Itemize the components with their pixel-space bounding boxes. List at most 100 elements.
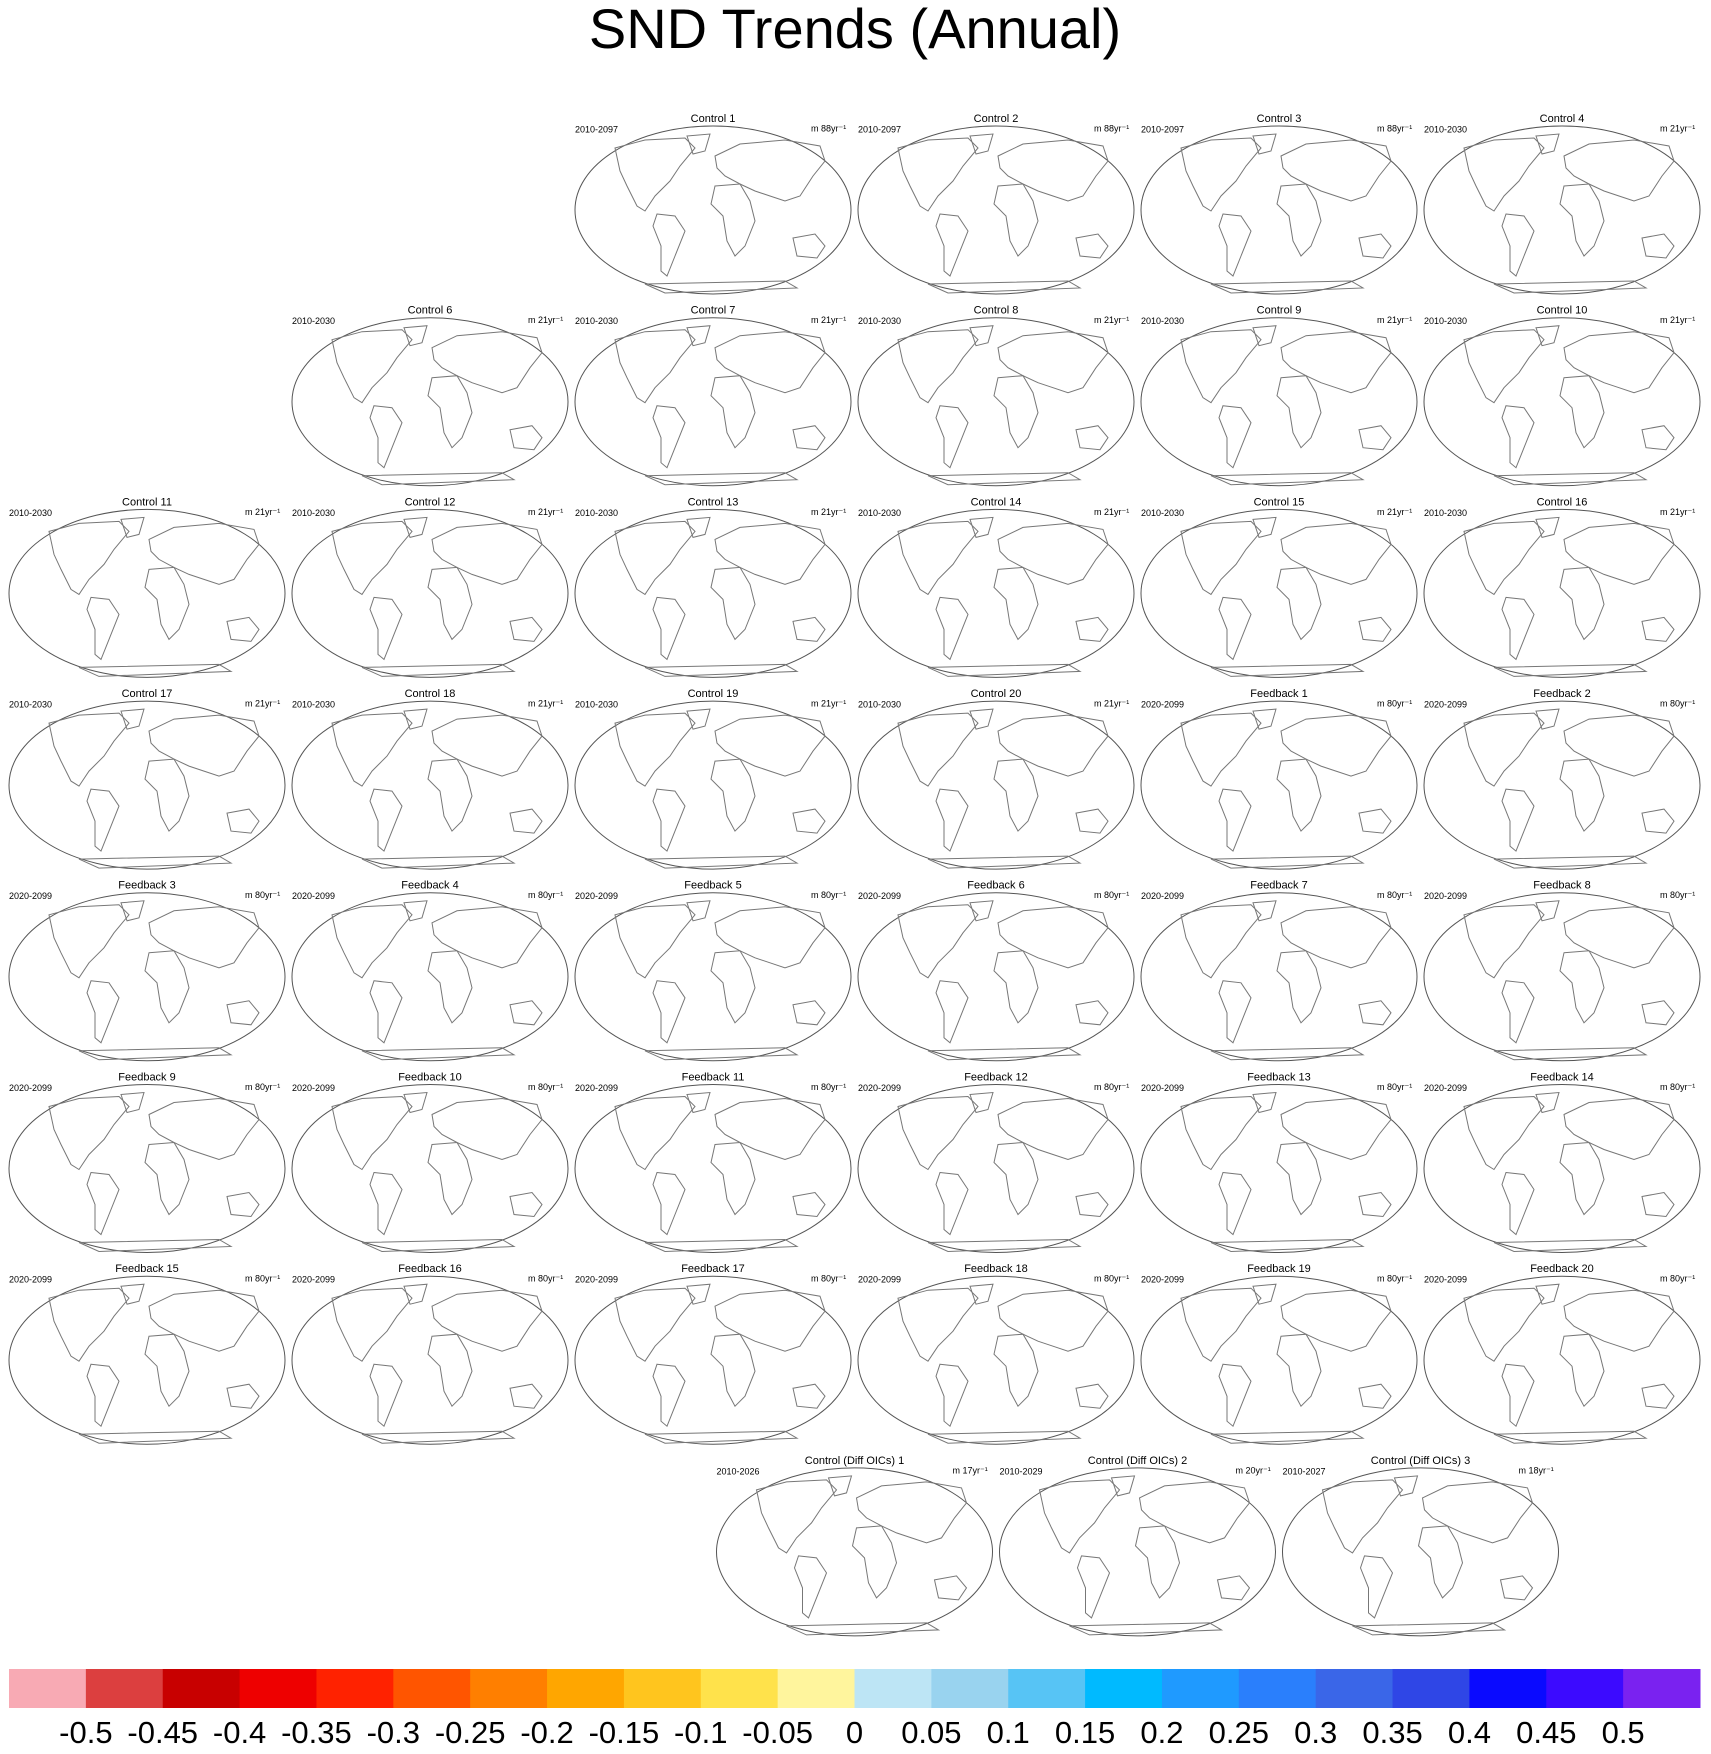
panel-units: m 18yr⁻¹: [1519, 1465, 1554, 1475]
world-map: [1140, 1275, 1418, 1445]
panel-title: Feedback 10: [398, 1071, 462, 1083]
panel-title: Control 19: [688, 688, 739, 700]
panel-units: m 80yr⁻¹: [1377, 1274, 1412, 1284]
panel-title: Feedback 4: [401, 880, 458, 892]
panel-units: m 21yr⁻¹: [1660, 507, 1695, 517]
map-panel: Control 14 2010-2030 m 21yr⁻¹: [857, 496, 1135, 678]
panel-title: Control 8: [974, 305, 1019, 317]
panel-units: m 21yr⁻¹: [1660, 315, 1695, 325]
panel-units: m 21yr⁻¹: [528, 698, 563, 708]
colorbar-label: -0.4: [213, 1715, 266, 1750]
panel-period: 2010-2030: [858, 699, 901, 709]
panel-units: m 21yr⁻¹: [1377, 315, 1412, 325]
map-panel: Feedback 18 2020-2099 m 80yr⁻¹: [857, 1263, 1135, 1445]
world-map: [291, 317, 569, 487]
world-map: [857, 1084, 1135, 1253]
panel-units: m 21yr⁻¹: [811, 698, 846, 708]
panel-units: m 80yr⁻¹: [528, 890, 563, 900]
panel-title: Control 16: [1537, 496, 1588, 508]
map-panel: Feedback 17 2020-2099 m 80yr⁻¹: [574, 1263, 852, 1445]
panel-period: 2020-2099: [858, 1083, 901, 1093]
world-map: [1140, 125, 1418, 295]
panel-period: 2020-2099: [1141, 699, 1184, 709]
colorbar-label: 0.35: [1362, 1715, 1422, 1750]
panel-title: Feedback 20: [1530, 1263, 1594, 1275]
panel-title: Control 4: [1540, 113, 1585, 125]
world-map: [574, 317, 852, 487]
panel-units: m 80yr⁻¹: [811, 1274, 846, 1284]
panel-period: 2010-2030: [1141, 316, 1184, 326]
world-map: [1140, 317, 1418, 487]
colorbar-swatch: [316, 1669, 394, 1708]
colorbar-label: 0.2: [1140, 1715, 1183, 1750]
panel-period: 2010-2030: [575, 316, 618, 326]
world-map: [1282, 1467, 1559, 1637]
colorbar-swatch: [1392, 1669, 1470, 1708]
panel-period: 2020-2099: [9, 891, 52, 901]
world-map: [8, 1275, 286, 1445]
panel-title: Control 12: [405, 496, 456, 508]
colorbar-label: -0.05: [742, 1715, 813, 1750]
map-panel: Feedback 14 2020-2099 m 80yr⁻¹: [1423, 1071, 1701, 1253]
colorbar-label: -0.1: [674, 1715, 727, 1750]
panel-title: Feedback 16: [398, 1263, 462, 1275]
panel-period: 2010-2097: [575, 124, 618, 134]
panel-units: m 21yr⁻¹: [245, 507, 280, 517]
panel-period: 2010-2030: [575, 699, 618, 709]
world-map: [999, 1467, 1276, 1637]
panel-title: Control 9: [1257, 305, 1302, 317]
world-map: [857, 1275, 1135, 1445]
panel-units: m 80yr⁻¹: [1377, 698, 1412, 708]
panel-units: m 88yr⁻¹: [1377, 123, 1412, 133]
colorbar-swatch: [162, 1669, 241, 1708]
map-panel: Control 11 2010-2030 m 21yr⁻¹: [8, 496, 286, 678]
panel-period: 2010-2030: [9, 508, 52, 518]
panel-title: Feedback 7: [1250, 880, 1307, 892]
panel-title: Feedback 2: [1533, 688, 1590, 700]
world-map: [1423, 1084, 1701, 1253]
panel-units: m 21yr⁻¹: [1660, 123, 1695, 133]
panel-period: 2020-2099: [1424, 1083, 1467, 1093]
panel-units: m 80yr⁻¹: [1377, 1082, 1412, 1092]
panel-title: Control 6: [408, 305, 453, 317]
panel-title: Feedback 15: [115, 1263, 179, 1275]
world-map: [1423, 700, 1701, 870]
colorbar-swatch: [1085, 1669, 1163, 1708]
panel-title: Feedback 19: [1247, 1263, 1311, 1275]
map-panel: Control 2 2010-2097 m 88yr⁻¹: [857, 113, 1135, 295]
world-map: [1423, 1275, 1701, 1445]
panel-period: 2020-2099: [858, 1275, 901, 1285]
world-map: [1140, 508, 1418, 678]
world-map: [1140, 700, 1418, 870]
world-map: [716, 1467, 993, 1637]
panel-title: Control 14: [971, 496, 1022, 508]
map-panel: Control (Diff OICs) 2 2010-2029 m 20yr⁻¹: [999, 1455, 1276, 1637]
map-panel: Feedback 19 2020-2099 m 80yr⁻¹: [1140, 1263, 1418, 1445]
panel-period: 2010-2029: [1000, 1466, 1043, 1476]
panel-title: Control 10: [1537, 305, 1588, 317]
figure-title: SND Trends (Annual): [589, 0, 1121, 60]
panel-units: m 21yr⁻¹: [245, 698, 280, 708]
world-map: [8, 1084, 286, 1253]
colorbar-swatch: [1315, 1669, 1394, 1708]
panel-title: Feedback 5: [684, 880, 741, 892]
panel-period: 2010-2030: [1424, 316, 1467, 326]
map-panel: Feedback 11 2020-2099 m 80yr⁻¹: [574, 1071, 852, 1253]
panel-period: 2020-2099: [9, 1083, 52, 1093]
map-panel: Feedback 10 2020-2099 m 80yr⁻¹: [291, 1071, 569, 1253]
map-panel: Feedback 8 2020-2099 m 80yr⁻¹: [1423, 880, 1701, 1062]
map-panel: Feedback 1 2020-2099 m 80yr⁻¹: [1140, 688, 1418, 870]
panel-units: m 20yr⁻¹: [1236, 1465, 1271, 1475]
panel-period: 2010-2097: [858, 124, 901, 134]
panel-title: Feedback 14: [1530, 1071, 1594, 1083]
panel-title: Control 20: [971, 688, 1022, 700]
world-map: [291, 700, 569, 870]
panel-period: 2020-2099: [1141, 891, 1184, 901]
panel-units: m 80yr⁻¹: [1660, 1274, 1695, 1284]
panel-period: 2010-2027: [1283, 1466, 1326, 1476]
panel-units: m 21yr⁻¹: [1094, 315, 1129, 325]
world-map: [8, 508, 286, 678]
map-panel: Control 8 2010-2030 m 21yr⁻¹: [857, 305, 1135, 487]
world-map: [1423, 892, 1701, 1062]
